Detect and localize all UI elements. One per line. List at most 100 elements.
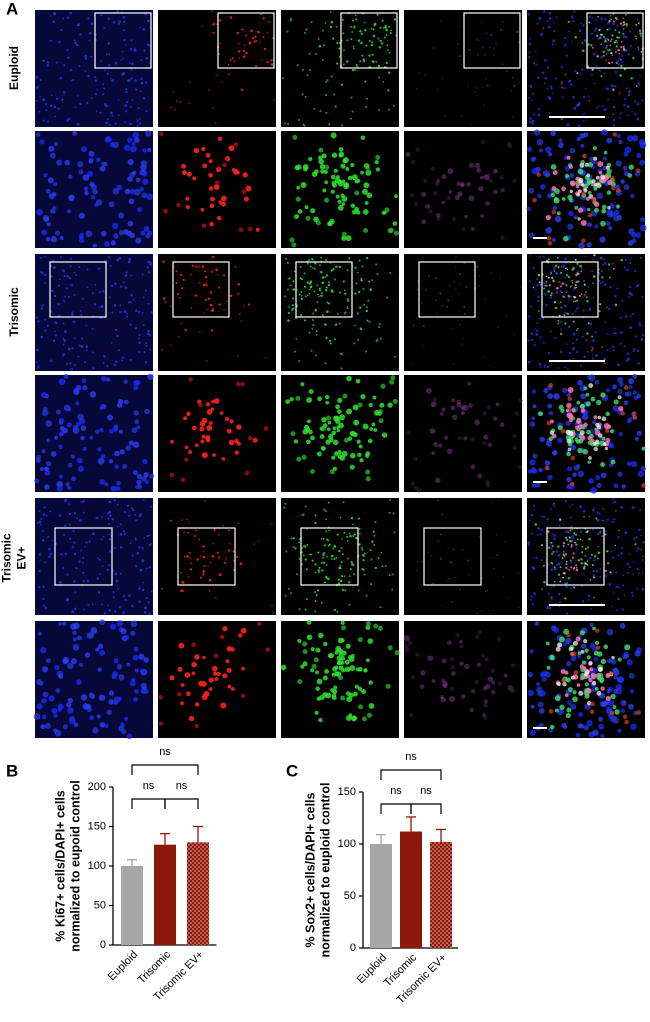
cell-nucleus bbox=[569, 418, 573, 423]
cell-nucleus bbox=[569, 358, 572, 361]
cell-nucleus bbox=[113, 499, 116, 502]
cell-nucleus bbox=[545, 146, 552, 153]
cell-nucleus bbox=[240, 693, 246, 699]
cell-nucleus bbox=[272, 611, 275, 614]
cell-nucleus bbox=[162, 297, 166, 300]
cell-nucleus bbox=[69, 68, 73, 72]
cell-nucleus bbox=[315, 52, 318, 55]
cell-nucleus bbox=[114, 610, 117, 613]
cell-nucleus bbox=[434, 299, 437, 302]
cell-nucleus bbox=[571, 40, 573, 43]
cell-nucleus bbox=[207, 88, 210, 91]
cell-nucleus bbox=[149, 263, 152, 266]
cell-nucleus bbox=[457, 436, 463, 441]
cell-nucleus bbox=[142, 324, 145, 327]
cell-nucleus bbox=[625, 25, 628, 28]
cell-nucleus bbox=[619, 22, 623, 25]
cell-nucleus bbox=[337, 204, 344, 211]
cell-nucleus bbox=[332, 693, 337, 698]
cell-nucleus bbox=[127, 159, 134, 166]
cell-nucleus bbox=[547, 592, 551, 595]
cell-nucleus bbox=[565, 530, 568, 533]
cell-nucleus bbox=[555, 550, 559, 553]
cell-nucleus bbox=[476, 612, 479, 615]
cell-nucleus bbox=[319, 109, 322, 113]
cell-nucleus bbox=[587, 594, 591, 598]
cell-nucleus bbox=[627, 357, 630, 361]
cell-nucleus bbox=[339, 516, 342, 519]
cell-nucleus bbox=[338, 151, 345, 158]
cell-nucleus bbox=[415, 147, 420, 152]
cell-nucleus bbox=[594, 29, 596, 32]
cell-nucleus bbox=[568, 164, 573, 169]
cell-nucleus bbox=[437, 88, 439, 91]
cell-nucleus bbox=[183, 531, 185, 534]
cell-nucleus bbox=[55, 688, 61, 693]
cell-nucleus bbox=[134, 689, 139, 694]
cell-nucleus bbox=[173, 108, 176, 111]
cell-nucleus bbox=[58, 673, 64, 679]
cell-nucleus bbox=[416, 288, 419, 291]
cell-nucleus bbox=[202, 573, 205, 576]
cell-nucleus bbox=[184, 672, 191, 678]
cell-nucleus bbox=[137, 107, 140, 110]
cell-nucleus bbox=[551, 276, 554, 279]
cell-nucleus bbox=[459, 323, 462, 326]
cell-nucleus bbox=[111, 222, 119, 230]
cell-nucleus bbox=[636, 152, 642, 159]
cell-nucleus bbox=[136, 177, 141, 183]
cell-nucleus bbox=[608, 671, 613, 676]
cell-nucleus bbox=[214, 597, 217, 600]
cell-nucleus bbox=[510, 663, 516, 668]
cell-nucleus bbox=[533, 113, 536, 116]
cell-nucleus bbox=[121, 359, 124, 362]
cell-nucleus bbox=[112, 670, 118, 677]
cell-nucleus bbox=[459, 661, 464, 666]
cell-nucleus bbox=[580, 22, 583, 25]
cell-nucleus bbox=[574, 310, 577, 313]
cell-nucleus bbox=[551, 433, 557, 439]
cell-nucleus bbox=[140, 668, 145, 674]
cell-nucleus bbox=[622, 45, 625, 48]
cell-nucleus bbox=[175, 270, 178, 273]
cell-nucleus bbox=[388, 227, 394, 233]
cell-nucleus bbox=[512, 433, 517, 439]
cell-nucleus bbox=[338, 265, 342, 269]
cell-nucleus bbox=[560, 80, 564, 84]
cell-nucleus bbox=[299, 265, 302, 268]
cell-nucleus bbox=[591, 17, 594, 20]
cell-nucleus bbox=[333, 545, 336, 548]
cell-nucleus bbox=[531, 483, 536, 488]
cell-nucleus bbox=[146, 43, 150, 47]
cell-nucleus bbox=[169, 472, 175, 478]
cell-nucleus bbox=[40, 647, 47, 654]
cell-nucleus bbox=[583, 565, 586, 568]
cell-nucleus bbox=[580, 676, 584, 681]
cell-nucleus bbox=[609, 571, 612, 574]
cell-nucleus bbox=[134, 536, 137, 539]
cell-nucleus bbox=[191, 425, 197, 431]
cell-nucleus bbox=[336, 312, 339, 315]
cell-nucleus bbox=[347, 175, 353, 181]
cell-nucleus bbox=[314, 354, 318, 357]
cell-nucleus bbox=[143, 611, 147, 614]
cell-nucleus bbox=[601, 208, 607, 214]
cell-nucleus bbox=[467, 574, 470, 577]
cell-nucleus bbox=[78, 662, 84, 667]
cell-nucleus bbox=[349, 117, 353, 120]
cell-nucleus bbox=[138, 117, 141, 120]
cell-nucleus bbox=[237, 522, 240, 525]
cell-nucleus bbox=[315, 594, 318, 597]
cell-nucleus bbox=[144, 289, 147, 292]
cell-nucleus bbox=[572, 472, 577, 478]
cell-nucleus bbox=[124, 399, 129, 405]
cell-nucleus bbox=[205, 282, 208, 285]
cell-nucleus bbox=[588, 99, 591, 102]
cell-nucleus bbox=[614, 70, 618, 74]
cell-nucleus bbox=[561, 678, 566, 683]
cell-nucleus bbox=[605, 306, 608, 309]
cell-nucleus bbox=[92, 188, 98, 195]
cell-nucleus bbox=[327, 221, 333, 227]
cell-nucleus bbox=[147, 373, 154, 380]
cell-nucleus bbox=[555, 306, 558, 309]
